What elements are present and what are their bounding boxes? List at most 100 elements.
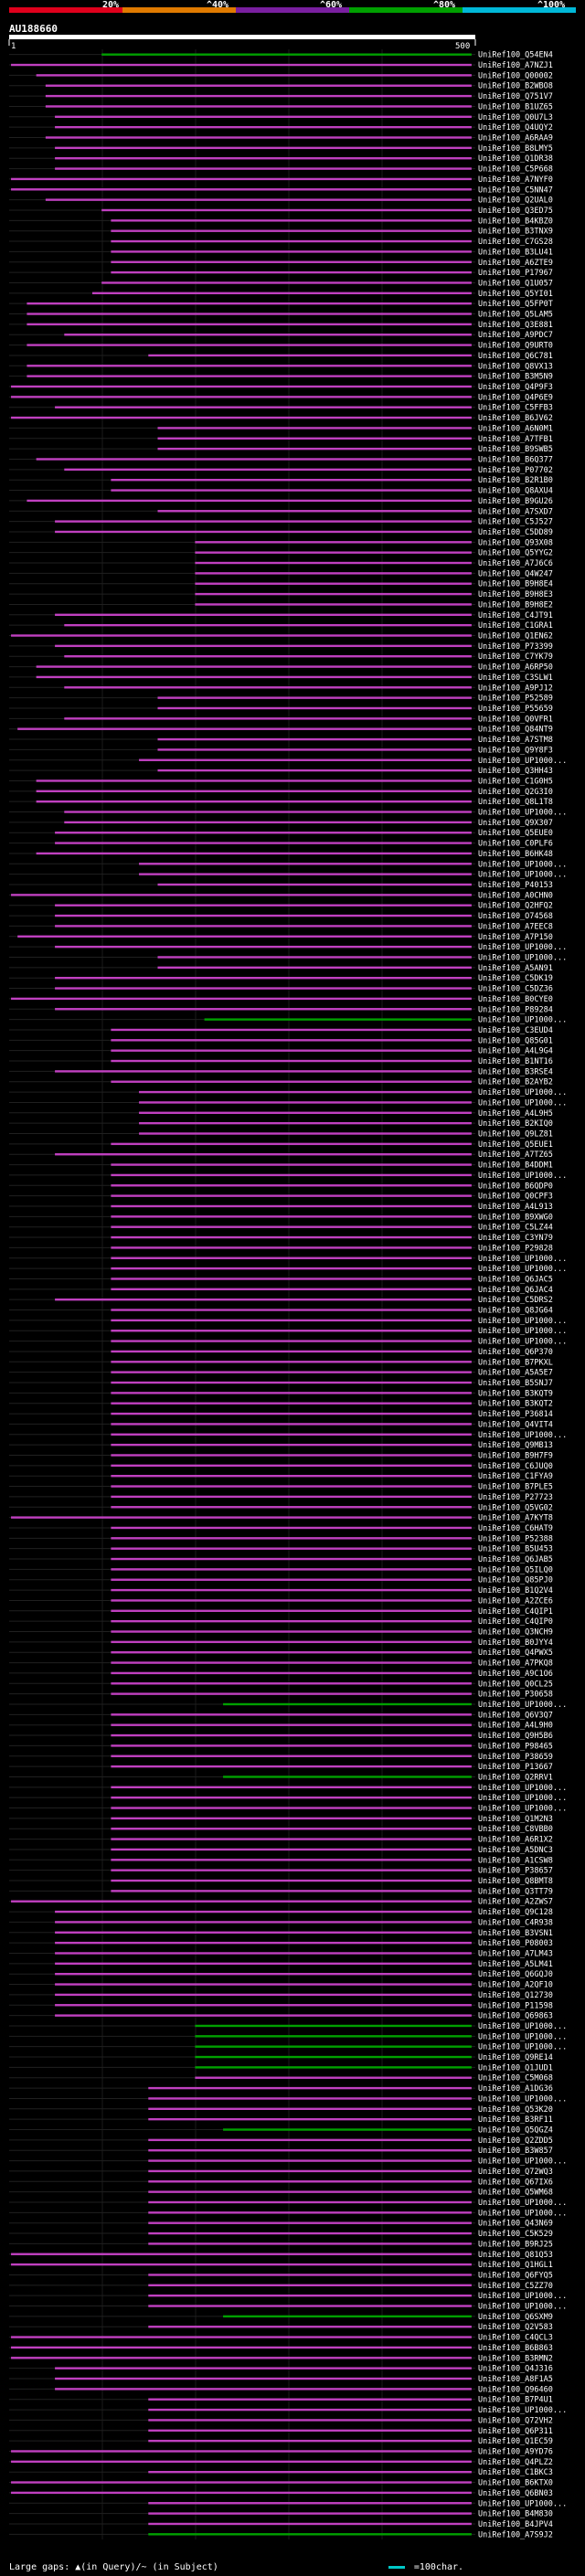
hit-bar: [11, 2450, 472, 2453]
hit-bar: [148, 2086, 472, 2090]
hit-label: UniRef100_Q8AXU4: [478, 487, 553, 496]
hit-bar: [55, 125, 472, 129]
legend-swatch-40: [122, 7, 236, 13]
hit-label: UniRef100_A9YD76: [478, 2447, 553, 2456]
hit-bar: [111, 1246, 472, 1249]
hit-label: UniRef100_B9GU26: [478, 497, 553, 506]
hit-label: UniRef100_A4L9H5: [478, 1109, 553, 1118]
hit-bar: [55, 945, 472, 949]
hit-bar: [111, 1713, 472, 1716]
hit-bar: [111, 1184, 472, 1187]
hit-label: UniRef100_A0CHN0: [478, 891, 553, 900]
hit-label: UniRef100_Q93X08: [478, 538, 553, 547]
hit-label: UniRef100_C0PLF6: [478, 840, 553, 849]
hit-label: UniRef100_C5DZ36: [478, 985, 553, 994]
hit-bar: [157, 748, 472, 751]
hit-label: UniRef100_A5A5E7: [478, 1369, 553, 1378]
hit-label: UniRef100_Q72WQ3: [478, 2168, 553, 2177]
hit-bar: [195, 603, 472, 606]
hit-bar: [55, 2367, 472, 2369]
hit-label: UniRef100_A7TZ65: [478, 1150, 553, 1160]
legend-swatch-80: [349, 7, 463, 13]
hit-bar: [111, 1288, 472, 1291]
hit-label: UniRef100_Q4UQY2: [478, 123, 553, 133]
hit-bar: [55, 987, 472, 990]
hit-bar: [111, 1412, 472, 1415]
hit-label: UniRef100_B6Q377: [478, 455, 553, 464]
hit-label: UniRef100_P27723: [478, 1493, 553, 1502]
hit-label: UniRef100_B8LMY5: [478, 144, 553, 154]
hit-bar: [111, 1859, 472, 1861]
hit-label: UniRef100_B4JPV4: [478, 2520, 553, 2529]
hit-bar: [157, 769, 472, 772]
hit-label: UniRef100_UP1000...: [478, 2094, 567, 2104]
hit-label: UniRef100_UP1000...: [478, 2209, 567, 2218]
hit-bar: [27, 313, 472, 315]
hit-bar: [139, 758, 472, 761]
hit-label: UniRef100_A8F1A5: [478, 2375, 553, 2384]
hit-bar: [111, 1671, 472, 1675]
hit-bar: [111, 1828, 472, 1830]
hit-bar: [55, 1931, 472, 1934]
hit-bar: [55, 406, 472, 408]
hit-bar: [11, 177, 472, 181]
hit-label: UniRef100_C8VBB0: [478, 1825, 553, 1834]
hit-label: UniRef100_A7PKQ8: [478, 1659, 553, 1669]
hit-bar: [111, 1682, 472, 1685]
hit-label: UniRef100_UP1000...: [478, 2406, 567, 2415]
hit-label: UniRef100_Q5LAM5: [478, 311, 553, 320]
hit-bar: [11, 2346, 472, 2349]
hit-label: UniRef100_P38657: [478, 1867, 553, 1876]
hit-label: UniRef100_B3RSE4: [478, 1067, 553, 1076]
hit-label: UniRef100_B4M830: [478, 2510, 553, 2519]
scale-legend-icon: [388, 2565, 405, 2569]
hit-label: UniRef100_UP1000...: [478, 953, 567, 962]
hit-label: UniRef100_UP1000...: [478, 1088, 567, 1097]
hit-label: UniRef100_Q5YI01: [478, 290, 553, 299]
hit-label: UniRef100_C5DK19: [478, 974, 553, 983]
hit-label: UniRef100_Q0VFR1: [478, 715, 553, 724]
hit-label: UniRef100_UP1000...: [478, 871, 567, 880]
hit-label: UniRef100_P30658: [478, 1691, 553, 1700]
hit-label: UniRef100_A9PDC7: [478, 331, 553, 340]
hit-label: UniRef100_C1BKC3: [478, 2468, 553, 2477]
hit-bar: [148, 2159, 472, 2162]
hit-label: UniRef100_B6B863: [478, 2344, 553, 2353]
hit-bar: [111, 1194, 472, 1197]
hit-bar: [111, 1557, 472, 1561]
hit-label: UniRef100_A5AN91: [478, 964, 553, 973]
hit-bar: [36, 458, 472, 461]
hit-label: UniRef100_Q85G01: [478, 1036, 553, 1045]
hit-bar: [148, 2470, 472, 2474]
hit-bar: [111, 1568, 472, 1571]
hit-label: UniRef100_B9H8E3: [478, 590, 553, 599]
hit-bar: [111, 1330, 472, 1332]
hit-bar: [157, 883, 472, 886]
legend-label-100: ^100%: [537, 0, 565, 10]
hit-label: UniRef100_Q2V583: [478, 2323, 553, 2332]
hit-bar: [111, 1443, 472, 1447]
hit-bar: [111, 1744, 472, 1747]
hit-bar: [148, 2398, 472, 2401]
hit-bar: [45, 105, 472, 108]
hit-label: UniRef100_Q85PJ0: [478, 1576, 553, 1585]
hit-label: UniRef100_C3EUD4: [478, 1026, 553, 1035]
hit-label: UniRef100_B1Q2V4: [478, 1586, 553, 1595]
hit-label: UniRef100_C4R938: [478, 1918, 553, 1927]
hit-label: UniRef100_C5ZZ70: [478, 2282, 553, 2291]
hit-label: UniRef100_B3KQT9: [478, 1389, 553, 1398]
hit-label: UniRef100_B3VSN1: [478, 1929, 553, 1938]
hit-bar: [11, 1516, 472, 1519]
hit-bar: [55, 2388, 472, 2390]
hit-label: UniRef100_UP1000...: [478, 1794, 567, 1803]
hit-label: UniRef100_C5P668: [478, 165, 553, 175]
hit-label: UniRef100_Q6GQJ0: [478, 1970, 553, 1979]
hit-bar: [11, 2460, 472, 2464]
hit-bar: [148, 2439, 472, 2443]
hit-label: UniRef100_UP1000...: [478, 2292, 567, 2301]
hit-label: UniRef100_A7J6C6: [478, 559, 553, 568]
hit-label: UniRef100_B2AYB2: [478, 1078, 553, 1087]
hit-bar: [45, 198, 472, 201]
hit-bar: [111, 1371, 472, 1373]
hit-bar: [55, 1952, 472, 1955]
